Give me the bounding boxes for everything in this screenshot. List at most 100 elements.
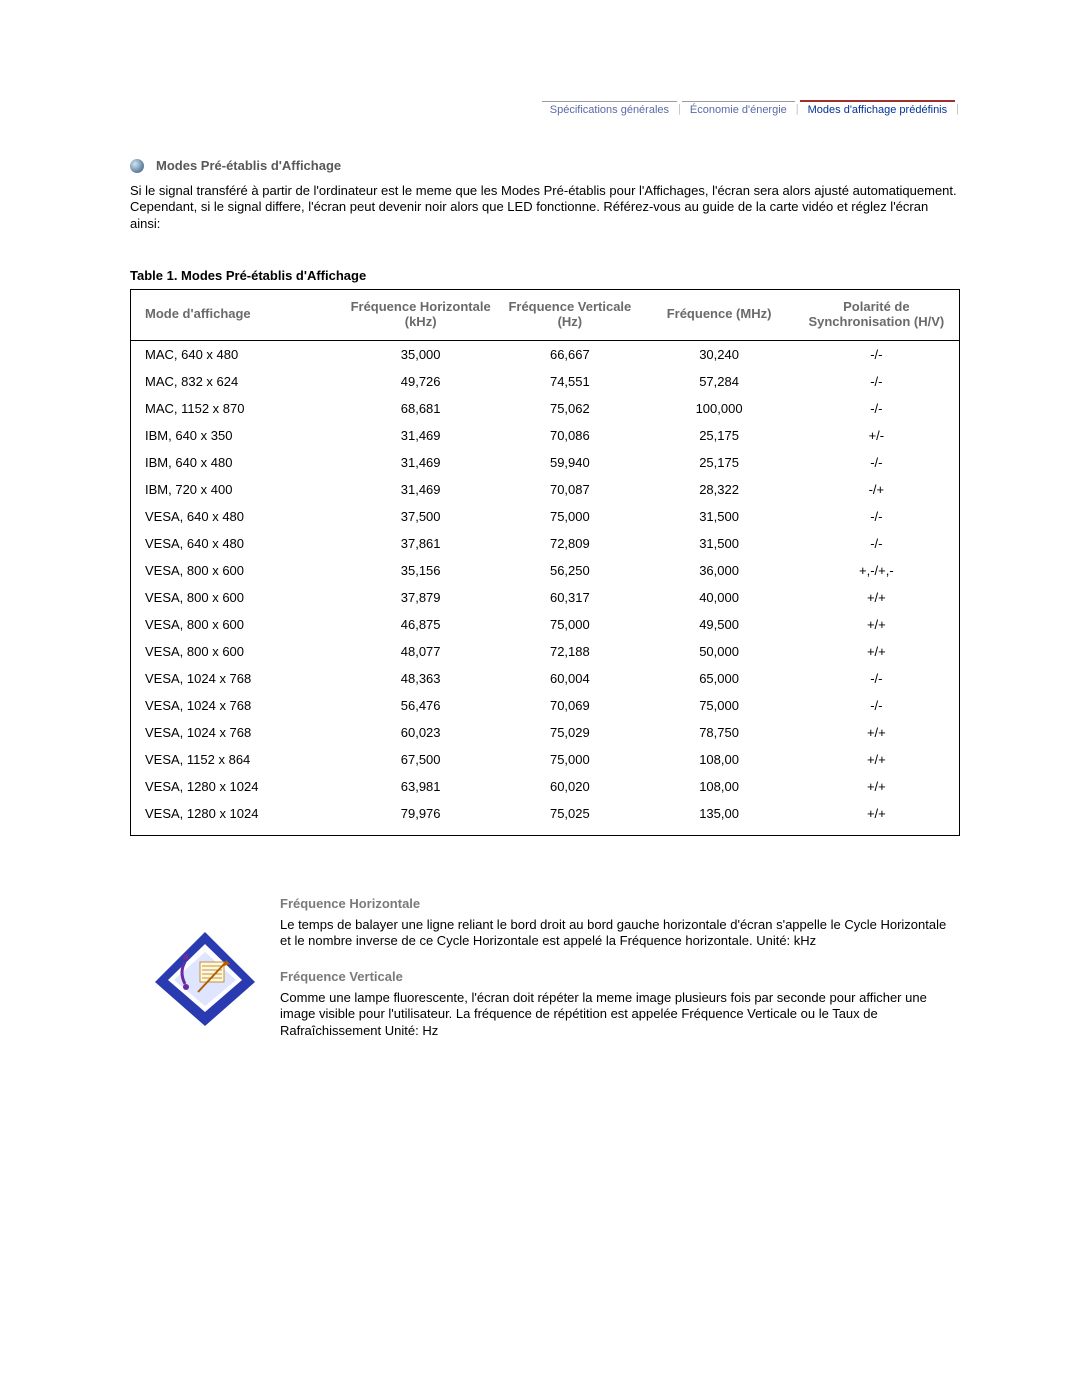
cell-mhz: 25,175	[644, 422, 793, 449]
cell-mode: VESA, 800 x 600	[131, 557, 347, 584]
table-row: VESA, 1024 x 76856,47670,06975,000-/-	[131, 692, 960, 719]
intro-paragraph: Si le signal transféré à partir de l'ord…	[130, 183, 960, 232]
cell-hk: 63,981	[346, 773, 495, 800]
cell-mhz: 49,500	[644, 611, 793, 638]
cell-hk: 60,023	[346, 719, 495, 746]
cell-pol: +/+	[794, 746, 960, 773]
cell-hk: 37,861	[346, 530, 495, 557]
cell-pol: +/+	[794, 584, 960, 611]
cell-mode: MAC, 832 x 624	[131, 368, 347, 395]
cell-vz: 75,000	[495, 611, 644, 638]
cell-mode: MAC, 640 x 480	[131, 340, 347, 368]
cell-vz: 72,188	[495, 638, 644, 665]
cell-mhz: 108,00	[644, 746, 793, 773]
cell-mhz: 28,322	[644, 476, 793, 503]
table-row: VESA, 1024 x 76860,02375,02978,750+/+	[131, 719, 960, 746]
cell-mode: IBM, 720 x 400	[131, 476, 347, 503]
cell-hk: 31,469	[346, 476, 495, 503]
cell-hk: 46,875	[346, 611, 495, 638]
cell-pol: -/-	[794, 692, 960, 719]
cell-mhz: 78,750	[644, 719, 793, 746]
cell-vz: 60,004	[495, 665, 644, 692]
def-vfreq-body: Comme une lampe fluorescente, l'écran do…	[280, 990, 960, 1039]
nav-general[interactable]: Spécifications générales	[542, 101, 677, 118]
table-row: VESA, 800 x 60046,87575,00049,500+/+	[131, 611, 960, 638]
cell-mhz: 31,500	[644, 530, 793, 557]
cell-pol: -/-	[794, 449, 960, 476]
cell-mhz: 135,00	[644, 800, 793, 836]
cell-pol: -/-	[794, 340, 960, 368]
cell-vz: 75,000	[495, 503, 644, 530]
cell-pol: -/-	[794, 530, 960, 557]
cell-vz: 66,667	[495, 340, 644, 368]
cell-pol: -/-	[794, 665, 960, 692]
cell-hk: 37,500	[346, 503, 495, 530]
cell-pol: -/-	[794, 395, 960, 422]
cell-mhz: 75,000	[644, 692, 793, 719]
cell-pol: +/+	[794, 800, 960, 836]
cell-mhz: 108,00	[644, 773, 793, 800]
cell-vz: 72,809	[495, 530, 644, 557]
table-row: VESA, 800 x 60037,87960,31740,000+/+	[131, 584, 960, 611]
display-modes-table: Mode d'affichage Fréquence Horizontale (…	[130, 289, 960, 836]
cell-mode: IBM, 640 x 350	[131, 422, 347, 449]
cell-hk: 35,000	[346, 340, 495, 368]
cell-mode: VESA, 1280 x 1024	[131, 773, 347, 800]
cell-mode: VESA, 1152 x 864	[131, 746, 347, 773]
cell-vz: 60,020	[495, 773, 644, 800]
cell-hk: 79,976	[346, 800, 495, 836]
cell-pol: +/-	[794, 422, 960, 449]
cell-mode: VESA, 640 x 480	[131, 503, 347, 530]
book-wizard-icon	[150, 922, 260, 1032]
cell-hk: 48,363	[346, 665, 495, 692]
def-hfreq-title: Fréquence Horizontale	[280, 896, 960, 911]
cell-vz: 70,069	[495, 692, 644, 719]
cell-mhz: 65,000	[644, 665, 793, 692]
col-vfreq: Fréquence Verticale (Hz)	[495, 289, 644, 340]
table-row: MAC, 640 x 48035,00066,66730,240-/-	[131, 340, 960, 368]
cell-mhz: 100,000	[644, 395, 793, 422]
table-caption: Table 1. Modes Pré-établis d'Affichage	[130, 268, 960, 283]
cell-pol: -/-	[794, 503, 960, 530]
section-title: Modes Pré-établis d'Affichage	[156, 158, 341, 173]
cell-mode: VESA, 1024 x 768	[131, 665, 347, 692]
nav-energy[interactable]: Économie d'énergie	[682, 101, 795, 118]
col-polarity: Polarité de Synchronisation (H/V)	[794, 289, 960, 340]
cell-vz: 74,551	[495, 368, 644, 395]
cell-pol: +/+	[794, 611, 960, 638]
cell-mhz: 40,000	[644, 584, 793, 611]
cell-mhz: 57,284	[644, 368, 793, 395]
table-row: VESA, 800 x 60035,15656,25036,000+,-/+,-	[131, 557, 960, 584]
table-row: VESA, 640 x 48037,50075,00031,500-/-	[131, 503, 960, 530]
cell-mode: VESA, 800 x 600	[131, 638, 347, 665]
table-row: MAC, 1152 x 87068,68175,062100,000-/-	[131, 395, 960, 422]
cell-mode: VESA, 800 x 600	[131, 584, 347, 611]
top-nav: Spécifications générales | Économie d'én…	[130, 100, 960, 118]
table-row: VESA, 1280 x 102479,97675,025135,00+/+	[131, 800, 960, 836]
cell-hk: 31,469	[346, 449, 495, 476]
cell-hk: 56,476	[346, 692, 495, 719]
cell-mode: VESA, 1024 x 768	[131, 719, 347, 746]
table-row: MAC, 832 x 62449,72674,55157,284-/-	[131, 368, 960, 395]
cell-mode: IBM, 640 x 480	[131, 449, 347, 476]
cell-vz: 75,062	[495, 395, 644, 422]
col-hfreq: Fréquence Horizontale (kHz)	[346, 289, 495, 340]
cell-mhz: 30,240	[644, 340, 793, 368]
cell-vz: 59,940	[495, 449, 644, 476]
table-row: IBM, 640 x 48031,46959,94025,175-/-	[131, 449, 960, 476]
cell-mhz: 31,500	[644, 503, 793, 530]
cell-hk: 35,156	[346, 557, 495, 584]
table-row: VESA, 1024 x 76848,36360,00465,000-/-	[131, 665, 960, 692]
cell-vz: 70,087	[495, 476, 644, 503]
bullet-icon	[130, 159, 144, 173]
table-row: VESA, 1280 x 102463,98160,020108,00+/+	[131, 773, 960, 800]
cell-vz: 75,029	[495, 719, 644, 746]
nav-display-modes[interactable]: Modes d'affichage prédéfinis	[800, 100, 956, 118]
table-row: IBM, 720 x 40031,46970,08728,322-/+	[131, 476, 960, 503]
cell-pol: +,-/+,-	[794, 557, 960, 584]
cell-hk: 68,681	[346, 395, 495, 422]
cell-mhz: 36,000	[644, 557, 793, 584]
cell-mode: VESA, 1280 x 1024	[131, 800, 347, 836]
cell-vz: 60,317	[495, 584, 644, 611]
cell-pol: +/+	[794, 638, 960, 665]
